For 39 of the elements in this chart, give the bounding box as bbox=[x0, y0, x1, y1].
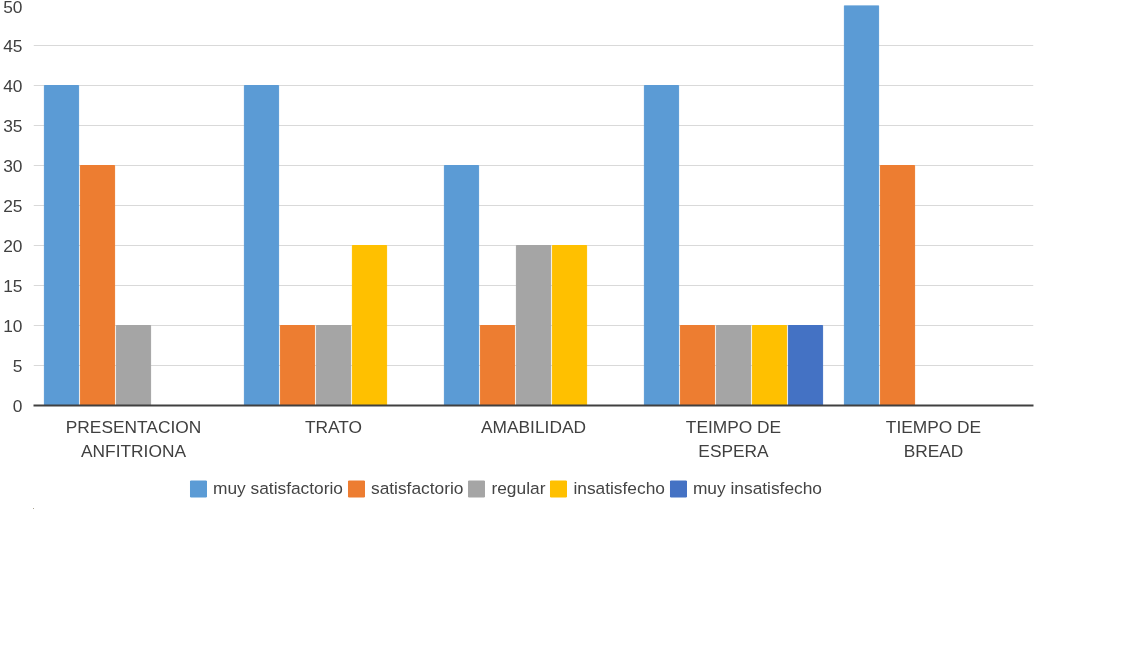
bar bbox=[879, 165, 916, 406]
y-tick-label: 35 bbox=[3, 115, 23, 136]
bar bbox=[679, 325, 716, 406]
legend-label: satisfactorio bbox=[370, 477, 464, 499]
x-tick-label: TRATO bbox=[304, 416, 363, 437]
bar bbox=[43, 85, 80, 406]
bar bbox=[643, 85, 680, 406]
y-tick-label: 15 bbox=[3, 275, 23, 296]
y-tick-label: 40 bbox=[3, 75, 23, 96]
legend-label: insatisfecho bbox=[573, 477, 665, 499]
y-tick-label: 10 bbox=[3, 315, 23, 336]
bar bbox=[115, 325, 152, 406]
x-tick-label: AMABILIDAD bbox=[481, 416, 586, 437]
y-tick-label: 5 bbox=[12, 355, 23, 376]
y-tick-label: 30 bbox=[3, 155, 23, 176]
bar bbox=[79, 165, 116, 406]
x-tick-label: TEIMPO DE ESPERA bbox=[685, 416, 782, 461]
bar bbox=[787, 325, 824, 406]
x-tick-label: PRESENTACION ANFITRIONA bbox=[65, 416, 202, 461]
legend-label: muy insatisfecho bbox=[692, 477, 822, 499]
legend-label: muy satisfactorio bbox=[212, 477, 343, 499]
bar bbox=[715, 325, 752, 406]
y-tick-label: 20 bbox=[3, 235, 23, 256]
bar bbox=[279, 325, 316, 406]
bar bbox=[515, 245, 552, 406]
y-tick-label: 0 bbox=[12, 395, 23, 416]
x-tick-label: TIEMPO DE BREAD bbox=[885, 416, 982, 461]
bar bbox=[551, 245, 588, 406]
bar bbox=[843, 5, 880, 406]
bar bbox=[351, 245, 388, 406]
y-tick-label: 25 bbox=[3, 195, 23, 216]
y-tick-label: 45 bbox=[3, 35, 23, 56]
legend-label: regular bbox=[491, 477, 546, 499]
bar bbox=[751, 325, 788, 406]
y-tick-label: 50 bbox=[3, 0, 23, 17]
bar bbox=[315, 325, 352, 406]
bar bbox=[479, 325, 516, 406]
bar bbox=[243, 85, 280, 406]
bar bbox=[443, 165, 480, 406]
